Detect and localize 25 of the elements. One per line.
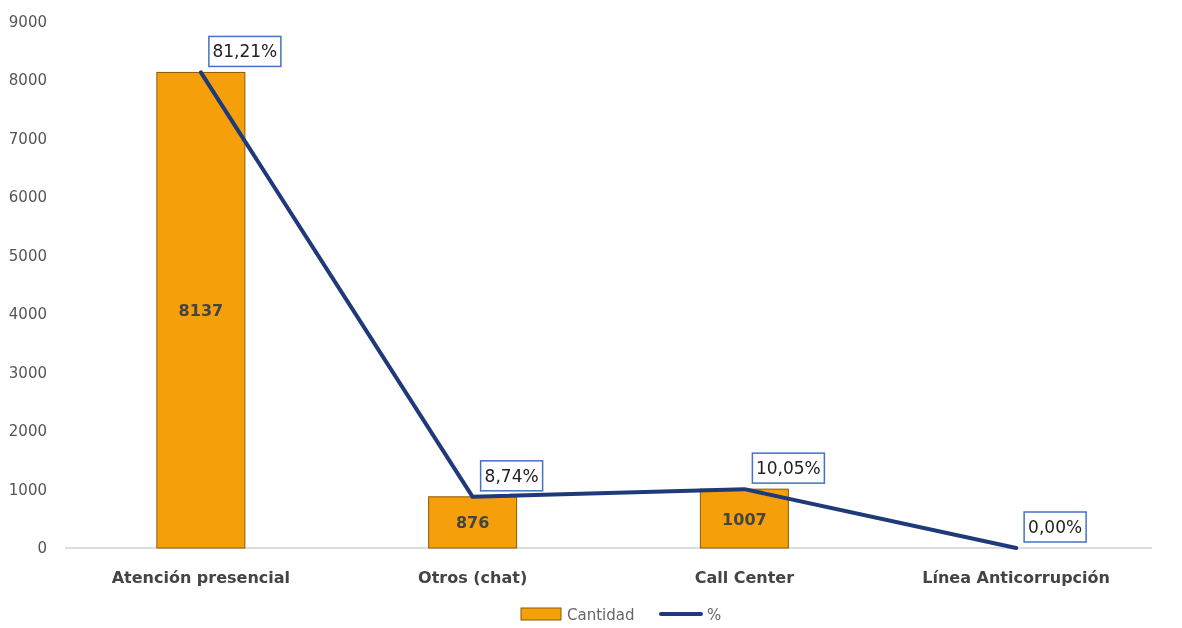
data-label: 81,21%	[212, 41, 278, 62]
bar	[156, 71, 246, 549]
y-tick-label: 8000	[8, 71, 47, 90]
x-tick-label: Línea Anticorrupción	[922, 568, 1110, 587]
y-tick-label: 3000	[8, 363, 47, 382]
y-tick-label: 6000	[8, 188, 47, 207]
data-label: 0,00%	[1028, 517, 1083, 537]
y-tick-label: 0	[37, 539, 47, 557]
legend-label: %	[707, 606, 722, 624]
data-label: 8,74%	[484, 465, 539, 486]
x-tick-label: Atención presencial	[111, 568, 291, 587]
data-label: 1007	[722, 509, 767, 529]
y-tick-label: 1000	[8, 480, 47, 499]
y-tick-label: 9000	[8, 13, 47, 31]
legend-label: Cantidad	[567, 606, 635, 624]
x-tick-label: Otros (chat)	[418, 568, 528, 587]
bar	[428, 496, 518, 549]
y-tick-label: 5000	[8, 246, 47, 265]
y-tick-label: 7000	[8, 129, 47, 148]
y-tick-label: 4000	[8, 305, 47, 324]
y-tick-label: 2000	[8, 422, 47, 441]
data-label: 8137	[178, 301, 224, 321]
data-label: 10,05%	[755, 458, 821, 479]
data-label: 876	[455, 513, 490, 533]
x-tick-label: Call Center	[694, 568, 795, 587]
